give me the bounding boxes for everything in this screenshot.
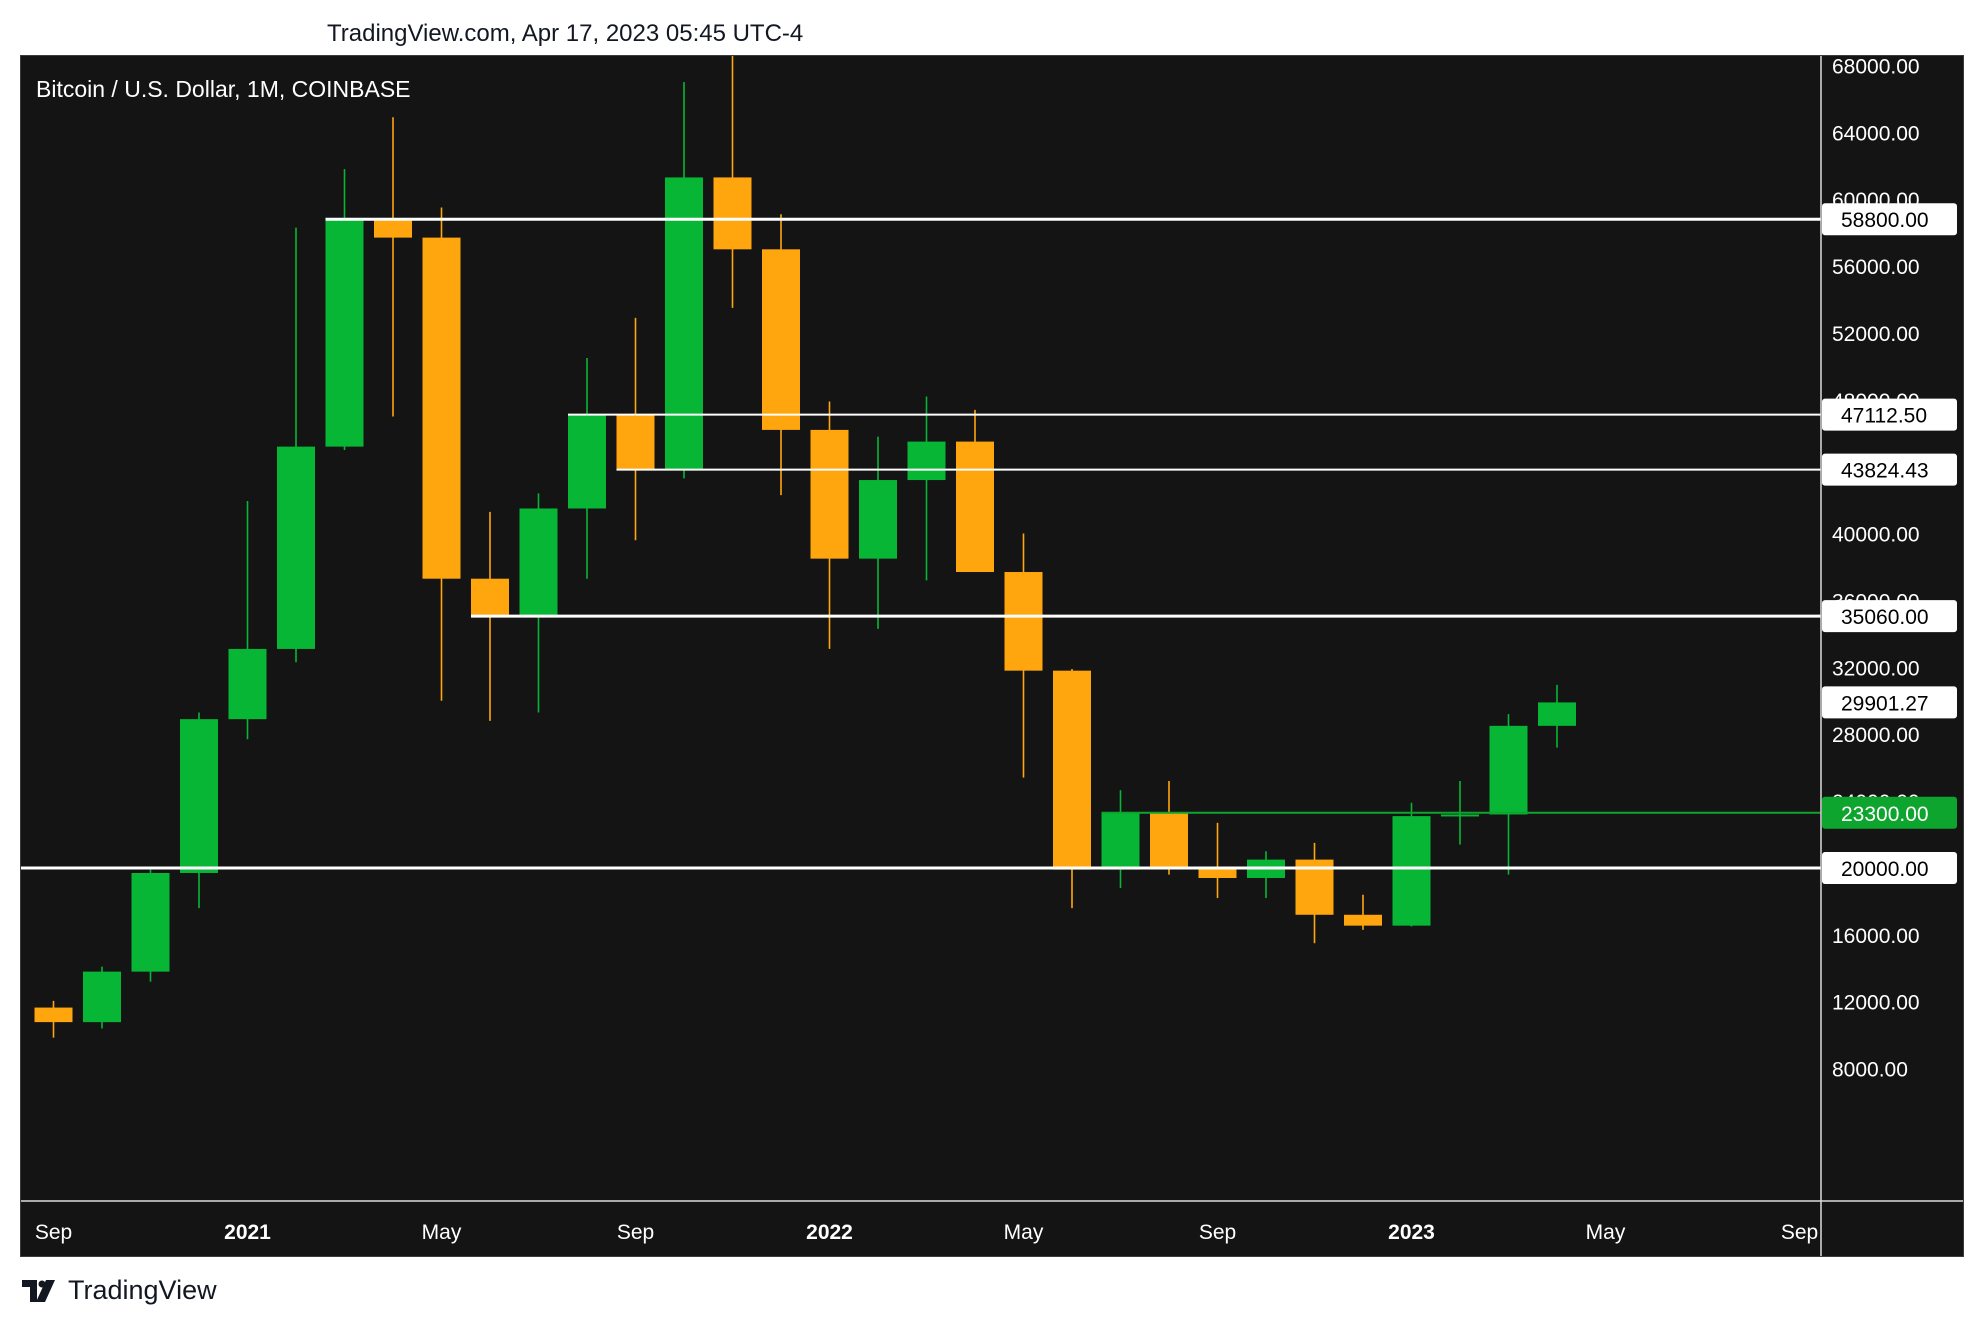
price-label-badge xyxy=(1822,203,1957,236)
candle-body xyxy=(277,446,315,649)
candlestick-chart[interactable]: 72000.0068000.0064000.0060000.0056000.00… xyxy=(21,56,1963,1256)
candle-body xyxy=(1150,812,1188,868)
candle-body xyxy=(1004,572,1043,671)
time-tick-label: May xyxy=(1004,1221,1044,1244)
price-tick-label: 12000.00 xyxy=(1832,992,1920,1015)
candle-body xyxy=(907,441,946,481)
chart-panel[interactable]: 72000.0068000.0064000.0060000.0056000.00… xyxy=(20,55,1964,1257)
candle-body xyxy=(1344,914,1382,926)
time-tick-label: 2022 xyxy=(806,1221,853,1244)
candle-body xyxy=(1489,725,1528,815)
chart-source-header: TradingView.com, Apr 17, 2023 05:45 UTC-… xyxy=(327,20,804,47)
time-axis: Sep 2021 May Sep 2022 May Sep 2023 May Sep xyxy=(35,1221,1818,1244)
price-label-badge xyxy=(1822,796,1957,829)
price-tick-label: 52000.00 xyxy=(1832,323,1920,346)
candle-body xyxy=(1441,814,1479,817)
price-label-text: 47112.50 xyxy=(1841,405,1927,428)
price-tick-label: 40000.00 xyxy=(1832,524,1920,547)
price-label-badge xyxy=(1822,600,1957,633)
time-tick-label: May xyxy=(422,1221,462,1244)
price-label-badge xyxy=(1822,851,1957,884)
tradingview-footer[interactable]: TradingView xyxy=(22,1275,217,1306)
price-label-text: 20000.00 xyxy=(1841,858,1929,881)
candle-body xyxy=(519,508,558,617)
time-tick-label: Sep xyxy=(617,1221,654,1244)
candle-body xyxy=(616,414,655,470)
candle-body xyxy=(374,219,412,238)
candle-body xyxy=(180,719,218,873)
candle-body xyxy=(1538,702,1576,726)
price-labels-layer: 58800.00 47112.50 43824.43 35060.00 23300.00… xyxy=(1822,203,1957,884)
time-tick-label: Sep xyxy=(1781,1221,1818,1244)
time-tick-label: Sep xyxy=(1199,1221,1236,1244)
time-tick-label: 2021 xyxy=(224,1221,271,1244)
candle-body xyxy=(810,429,849,559)
candle-body xyxy=(422,237,461,579)
price-label-text: 29901.27 xyxy=(1841,692,1929,715)
tradingview-logo-icon xyxy=(22,1279,55,1302)
price-label-badge xyxy=(1822,686,1957,719)
price-tick-label: 68000.00 xyxy=(1832,56,1920,78)
candle-body xyxy=(568,414,606,509)
candle-body xyxy=(762,249,800,430)
price-label-text: 35060.00 xyxy=(1841,606,1929,629)
price-tick-label: 28000.00 xyxy=(1832,724,1920,747)
candle-body xyxy=(83,971,121,1023)
candle-body xyxy=(34,1007,73,1023)
candle-body xyxy=(1198,867,1237,878)
tradingview-brand: TradingView xyxy=(68,1275,217,1305)
candle-body xyxy=(325,219,364,447)
price-label-text: 58800.00 xyxy=(1841,209,1929,232)
price-tick-label: 32000.00 xyxy=(1832,657,1920,680)
candle-body xyxy=(1392,816,1431,926)
candles-layer xyxy=(34,56,1576,1038)
levels-layer xyxy=(21,217,1821,870)
candle-body xyxy=(131,872,170,972)
candle-body xyxy=(859,480,897,559)
time-tick-label: Sep xyxy=(35,1221,72,1244)
candle-body xyxy=(1053,670,1091,870)
price-tick-label: 8000.00 xyxy=(1832,1059,1908,1082)
candle-body xyxy=(713,177,752,250)
candle-body xyxy=(471,578,509,617)
price-tick-label: 56000.00 xyxy=(1832,256,1920,279)
price-label-text: 43824.43 xyxy=(1841,460,1929,483)
price-tick-label: 64000.00 xyxy=(1832,122,1920,145)
chart-title: Bitcoin / U.S. Dollar, 1M, COINBASE xyxy=(36,76,411,102)
price-label-badge xyxy=(1822,453,1957,486)
candle-body xyxy=(228,648,267,720)
candle-body xyxy=(956,441,994,573)
time-tick-label: May xyxy=(1586,1221,1626,1244)
candle-body xyxy=(1101,812,1140,870)
price-label-text: 23300.00 xyxy=(1841,803,1929,826)
candle-body xyxy=(665,177,703,470)
time-tick-label: 2023 xyxy=(1388,1221,1435,1244)
price-label-badge xyxy=(1822,398,1957,431)
price-tick-label: 16000.00 xyxy=(1832,925,1920,948)
